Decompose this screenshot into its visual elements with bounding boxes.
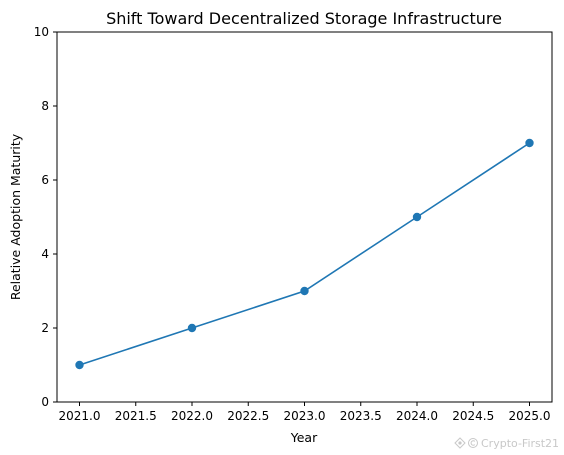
- data-point: [525, 138, 534, 148]
- x-tick-label: 2023.0: [284, 409, 326, 423]
- plot-area: 2021.0 2021.5 2022.0 2022.5 2023.0 2023.5 2024…: [34, 25, 553, 423]
- watermark-logo-icon: [454, 437, 466, 449]
- x-tick-label: 2023.5: [340, 409, 382, 423]
- data-point: [412, 212, 422, 222]
- x-tick-label: 2021.0: [59, 409, 101, 423]
- x-tick-label: 2024.5: [452, 409, 494, 423]
- y-tick-label: 6: [41, 173, 49, 187]
- series-line: [79, 142, 530, 366]
- axes-frame: [56, 31, 553, 403]
- chart-title: Shift Toward Decentralized Storage Infra…: [106, 9, 502, 28]
- x-tick-label: 2022.0: [171, 409, 213, 423]
- y-tick-label: 4: [41, 247, 49, 261]
- y-tick-label: 8: [41, 99, 49, 113]
- y-tick-label: 0: [41, 395, 49, 409]
- y-tick-label: 10: [34, 25, 49, 39]
- x-tick-label: 2022.5: [227, 409, 269, 423]
- watermark-text: Crypto-First21: [481, 437, 559, 450]
- x-axis-label: Year: [290, 430, 318, 445]
- x-tick-label: 2021.5: [115, 409, 157, 423]
- y-axis-label: Relative Adoption Maturity: [8, 133, 23, 300]
- x-tick-label: 2025.0: [509, 409, 551, 423]
- x-tick-label: 2024.0: [396, 409, 438, 423]
- data-point: [75, 360, 84, 370]
- watermark: Crypto-First21: [454, 437, 559, 450]
- watermark-copyright-icon: [468, 438, 478, 448]
- data-point: [300, 286, 309, 296]
- data-point: [187, 323, 197, 333]
- y-tick-label: 2: [41, 321, 49, 335]
